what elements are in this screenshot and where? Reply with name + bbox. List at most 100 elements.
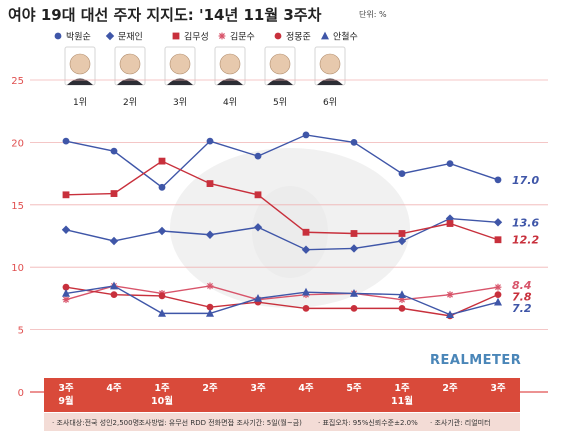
data-point <box>494 297 502 306</box>
data-point <box>494 283 502 291</box>
legend-label: 문재인 <box>118 32 143 43</box>
footer: · 조사대상:전국 성인2,500명· 조사방법: 유무선 RDD 전화면접· … <box>44 413 520 431</box>
end-value-label: 13.6 <box>512 216 539 229</box>
footer-item: · 표집오차: 95%신뢰수준±2.0% <box>318 418 418 427</box>
end-value-label: 12.2 <box>512 234 539 247</box>
data-point <box>62 283 70 291</box>
data-point <box>110 190 118 197</box>
star-stroke <box>63 296 69 303</box>
data-point <box>398 290 406 299</box>
x-tick-label: 4주 <box>298 383 314 394</box>
portrait-face <box>169 53 191 75</box>
legend-marker <box>218 32 226 40</box>
x-band-background <box>44 378 520 412</box>
y-tick-label: 10 <box>11 263 24 274</box>
data-point <box>350 139 358 146</box>
data-point <box>350 230 358 237</box>
legend-label: 정몽준 <box>286 32 311 43</box>
legend-label: 박원순 <box>66 32 91 43</box>
portrait-face <box>219 53 241 75</box>
data-point <box>158 157 166 165</box>
series-line <box>65 160 499 241</box>
y-tick-label: 20 <box>11 138 24 149</box>
x-tick-label: 1주 <box>154 383 170 394</box>
data-point <box>301 245 311 254</box>
x-tick-label: 3주 <box>58 383 74 394</box>
legend-marker <box>54 32 62 40</box>
x-tick-label: 2주 <box>202 383 218 394</box>
portrait-face <box>269 53 291 75</box>
legend-marker <box>321 31 329 40</box>
rank-label: 3위 <box>173 97 187 108</box>
data-point <box>446 291 454 299</box>
data-point <box>110 281 118 290</box>
data-point <box>62 289 70 297</box>
data-point <box>158 183 166 191</box>
star-stroke <box>447 291 453 298</box>
data-point <box>494 176 502 184</box>
footer-item: · 조사방법: 유무선 RDD 전화면접 <box>134 418 234 427</box>
data-point <box>493 218 503 227</box>
data-point <box>62 191 70 199</box>
y-tick-label: 5 <box>18 326 24 337</box>
x-tick-label: 11월 <box>391 395 413 407</box>
rank-label: 2위 <box>123 97 137 108</box>
data-point <box>254 191 262 199</box>
data-point <box>446 220 454 227</box>
data-point <box>446 310 454 319</box>
data-point <box>110 291 118 299</box>
data-point <box>157 226 167 236</box>
data-point <box>206 303 214 311</box>
rank-label: 1위 <box>73 97 87 108</box>
rank-label: 5위 <box>273 97 287 108</box>
footer-item: · 조사대상:전국 성인2,500명 <box>52 418 139 427</box>
y-tick-label: 0 <box>18 388 24 399</box>
legend-marker <box>172 32 180 40</box>
series-line <box>65 217 499 251</box>
y-axis-ticks: 0 5 10 15 20 25 <box>11 76 24 399</box>
data-point <box>254 294 262 302</box>
data-point <box>302 304 310 312</box>
data-point <box>494 291 502 299</box>
series-line <box>65 285 499 316</box>
end-value-label: 7.2 <box>512 302 532 315</box>
portrait-face <box>119 53 141 75</box>
x-tick-label: 4주 <box>106 383 122 394</box>
x-tick-label: 2주 <box>442 383 458 394</box>
data-point <box>206 308 214 317</box>
y-tick-label: 15 <box>11 201 24 212</box>
end-value-label: 17.0 <box>512 174 539 187</box>
data-point <box>302 228 310 236</box>
footer-item: · 조사기간: 5일(월~금) <box>232 418 302 427</box>
legend-label: 안철수 <box>333 32 358 43</box>
end-labels: 17.0 13.6 12.2 8.47.87.2 <box>512 174 539 315</box>
data-point <box>158 308 166 317</box>
end-value-label: 7.8 <box>512 291 532 304</box>
x-tick-label: 3주 <box>490 383 506 394</box>
x-tick-label: 1주 <box>394 383 410 394</box>
chart-title: 여야 19대 대선 주자 지지도: '14년 11월 3주차 <box>8 6 322 24</box>
data-point <box>253 223 263 232</box>
data-point <box>61 225 71 234</box>
data-point <box>302 287 310 296</box>
data-point <box>62 296 70 304</box>
legend: 박원순 문재인 김무성 김문수 정몽준 안철수 <box>54 31 358 43</box>
star-stroke <box>207 282 213 289</box>
x-tick-label: 9월 <box>58 395 73 407</box>
rank-label: 4위 <box>223 97 237 108</box>
data-point <box>350 304 358 312</box>
portrait-face <box>319 53 341 75</box>
series-line <box>65 286 499 317</box>
data-point <box>398 304 406 312</box>
portrait-face <box>69 53 91 75</box>
series-line <box>65 134 499 189</box>
data-point <box>158 292 166 300</box>
data-point <box>62 137 70 145</box>
unit-label: 단위: % <box>359 10 387 19</box>
data-point <box>302 131 310 139</box>
data-point <box>494 236 502 244</box>
star-stroke <box>219 33 225 39</box>
data-point <box>254 152 262 160</box>
data-point <box>397 236 407 246</box>
